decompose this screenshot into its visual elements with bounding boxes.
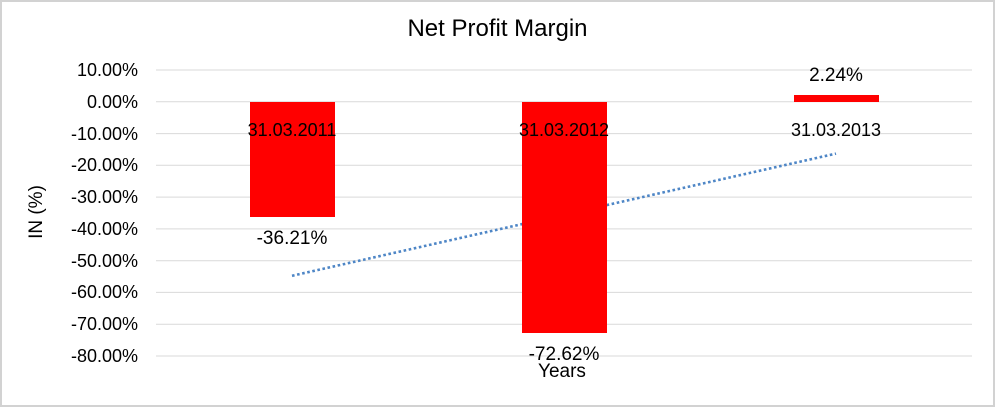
y-tick-label: -70.00% (70, 314, 138, 335)
y-tick-label: -30.00% (70, 187, 138, 208)
y-tick-label: -20.00% (70, 155, 138, 176)
linear-trendline (291, 152, 837, 278)
y-tick-label: -80.00% (70, 346, 138, 366)
bar-31.03.2011 (249, 101, 335, 217)
category-label: 31.03.2011 (247, 120, 337, 140)
value-label: 2.24% (809, 64, 863, 86)
x-axis-title: Years (538, 361, 586, 382)
y-tick-label: -40.00% (70, 218, 138, 239)
y-tick-label: -60.00% (70, 282, 138, 303)
value-label: -36.21% (256, 227, 328, 249)
y-tick-label: 0.00% (86, 91, 138, 112)
chart-title: Net Profit Margin (407, 15, 588, 42)
y-tick-label: -10.00% (70, 123, 138, 144)
category-label: 31.03.2012 (518, 120, 610, 140)
bar-31.03.2013 (793, 94, 879, 102)
value-label: -72.62% (528, 343, 600, 365)
y-tick-label: 10.00% (76, 60, 138, 80)
bar-31.03.2012 (521, 101, 607, 333)
y-tick-label: -50.00% (70, 250, 138, 271)
category-label: 31.03.2013 (790, 120, 882, 140)
